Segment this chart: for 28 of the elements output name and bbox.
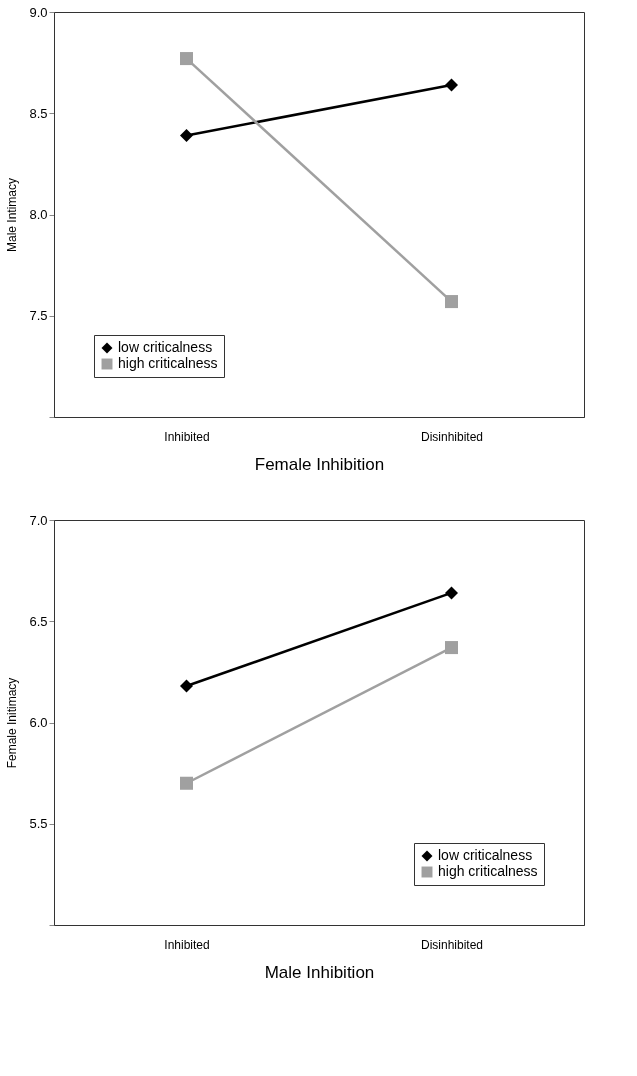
- y-tick-label: 8.5: [29, 105, 48, 121]
- point: [179, 129, 194, 143]
- point: [179, 679, 194, 693]
- x-tick-label: Disinhibited: [420, 429, 484, 444]
- y-tick-label: 6.0: [29, 715, 48, 730]
- point: [444, 641, 459, 655]
- x-axis-title: Male Inhibition: [264, 962, 375, 982]
- legend-label: high criticalness: [438, 863, 538, 879]
- y-axis-title: Female Initimacy: [5, 677, 20, 769]
- x-tick-label: Inhibited: [164, 937, 210, 952]
- legend-label: low criticalness: [118, 339, 213, 355]
- y-tick-label: 5.5: [29, 816, 48, 832]
- point: [179, 776, 194, 790]
- point: [444, 295, 459, 309]
- x-tick-label: Inhibited: [164, 429, 210, 444]
- point: [444, 586, 459, 600]
- y-tick-label: 6.5: [29, 613, 48, 629]
- y-tick-label: 8.0: [29, 207, 48, 222]
- y-tick-label: 7.5: [29, 308, 48, 324]
- legend-label: low criticalness: [438, 847, 533, 863]
- x-tick-label: Disinhibited: [420, 937, 484, 952]
- y-tick-label: 7.0: [29, 512, 48, 528]
- x-axis-title: Female Inhibition: [254, 454, 385, 474]
- legend-label: high criticalness: [118, 355, 218, 371]
- point: [444, 78, 459, 92]
- point: [179, 52, 194, 66]
- y-axis-title: Male Intimacy: [5, 177, 20, 253]
- y-tick-label: 9.0: [29, 4, 48, 20]
